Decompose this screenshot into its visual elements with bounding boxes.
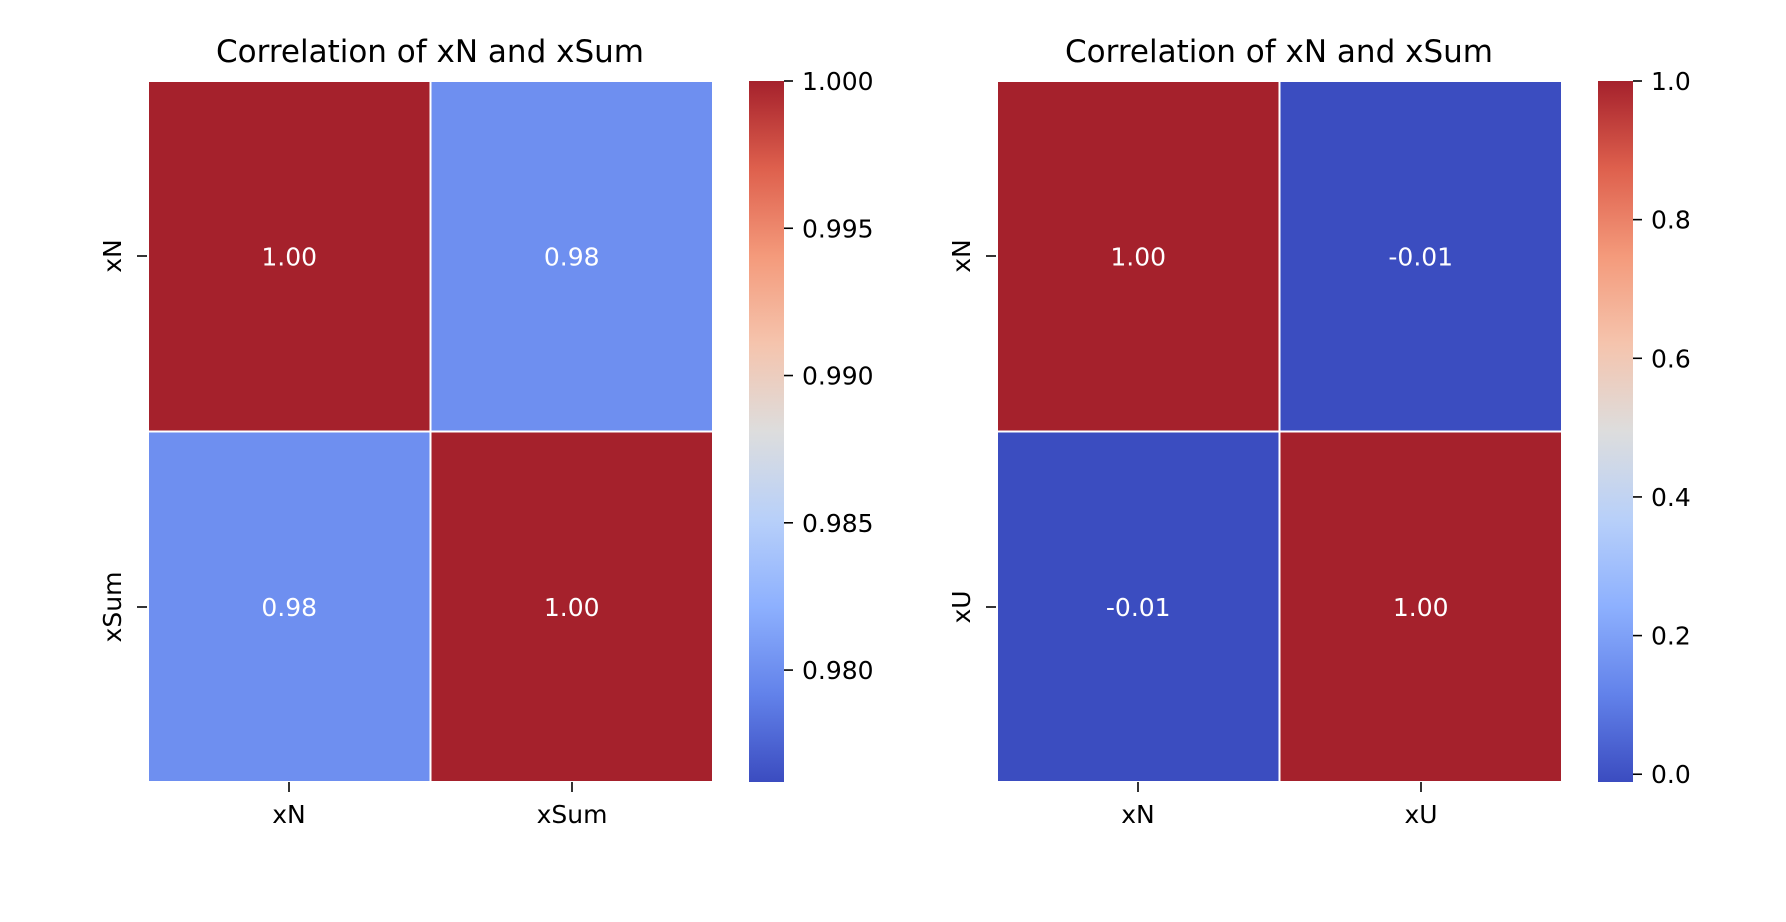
colorbar-left: 1.000 0.995 0.990 0.985 0.980 bbox=[749, 67, 874, 782]
heatmap-panel-right: Correlation of xN and xSum 1.00 -0.01 -0.0… bbox=[947, 34, 1691, 829]
cell-label-left-1-0: 0.98 bbox=[261, 593, 317, 622]
y-axis-left: xN xSum bbox=[98, 239, 147, 642]
colorbar-tick-label-right-2: 0.6 bbox=[1651, 344, 1691, 373]
colorbar-tick-label-left-3: 0.985 bbox=[802, 509, 874, 538]
colorbar-tick-label-right-0: 1.0 bbox=[1651, 67, 1691, 96]
heatmap-cells-right: 1.00 -0.01 -0.01 1.00 bbox=[996, 80, 1563, 783]
heatmap-cell-left-0-1 bbox=[429, 80, 714, 433]
colorbar-tick-label-right-1: 0.8 bbox=[1651, 206, 1691, 235]
heatmap-cell-left-1-1 bbox=[429, 430, 714, 783]
colorbar-gradient-left bbox=[749, 81, 784, 782]
x-tick-label-left-0: xN bbox=[272, 800, 306, 829]
colorbar-tick-label-right-3: 0.4 bbox=[1651, 483, 1691, 512]
cell-label-right-1-1: 1.00 bbox=[1393, 593, 1449, 622]
colorbar-ticks-right: 1.0 0.8 0.6 0.4 0.2 0.0 bbox=[1633, 67, 1691, 789]
colorbar-gradient-right bbox=[1598, 81, 1633, 782]
colorbar-tick-label-right-5: 0.0 bbox=[1651, 760, 1691, 789]
heatmap-panel-left: Correlation of xN and xSum 1.00 0.980.98 1… bbox=[98, 34, 874, 829]
y-tick-label-left-1: xSum bbox=[98, 572, 127, 643]
colorbar-tick-label-left-0: 1.000 bbox=[802, 67, 874, 96]
heatmap-cells-left: 1.00 0.98 0.98 1.00 bbox=[147, 80, 714, 783]
chart-title-right: Correlation of xN and xSum bbox=[1065, 34, 1493, 70]
cell-label-right-0-1: -0.01 bbox=[1388, 242, 1453, 271]
x-tick-label-left-1: xSum bbox=[537, 800, 608, 829]
y-axis-right: xN xU bbox=[947, 239, 996, 624]
x-axis-right: xN xU bbox=[1121, 782, 1438, 829]
heatmap-cell-right-0-1 bbox=[1278, 80, 1563, 433]
cell-label-right-1-0: -0.01 bbox=[1106, 593, 1171, 622]
x-tick-label-right-0: xN bbox=[1121, 800, 1155, 829]
colorbar-tick-label-left-1: 0.995 bbox=[802, 214, 874, 243]
colorbar-ticks-left: 1.000 0.995 0.990 0.985 0.980 bbox=[784, 67, 874, 685]
heatmap-cell-right-1-1 bbox=[1278, 430, 1563, 783]
x-tick-label-right-1: xU bbox=[1404, 800, 1437, 829]
heatmap-cell-left-0-0 bbox=[147, 80, 432, 433]
y-tick-label-right-0: xN bbox=[947, 239, 976, 273]
colorbar-tick-label-left-2: 0.990 bbox=[802, 362, 874, 391]
colorbar-tick-label-left-4: 0.980 bbox=[802, 656, 874, 685]
colorbar-tick-label-right-4: 0.2 bbox=[1651, 622, 1691, 651]
cell-label-left-1-1: 1.00 bbox=[544, 593, 600, 622]
cell-label-right-0-0: 1.00 bbox=[1110, 242, 1166, 271]
heatmap-cell-left-1-0 bbox=[147, 430, 432, 783]
x-axis-left: xN xSum bbox=[272, 782, 607, 829]
chart-title-left: Correlation of xN and xSum bbox=[216, 34, 644, 70]
heatmap-cell-right-1-0 bbox=[996, 430, 1281, 783]
y-tick-label-right-1: xU bbox=[947, 590, 976, 623]
cell-label-left-0-0: 1.00 bbox=[261, 242, 317, 271]
y-tick-label-left-0: xN bbox=[98, 239, 127, 273]
cell-label-left-0-1: 0.98 bbox=[544, 242, 600, 271]
colorbar-right: 1.0 0.8 0.6 0.4 0.2 0.0 bbox=[1598, 67, 1691, 789]
